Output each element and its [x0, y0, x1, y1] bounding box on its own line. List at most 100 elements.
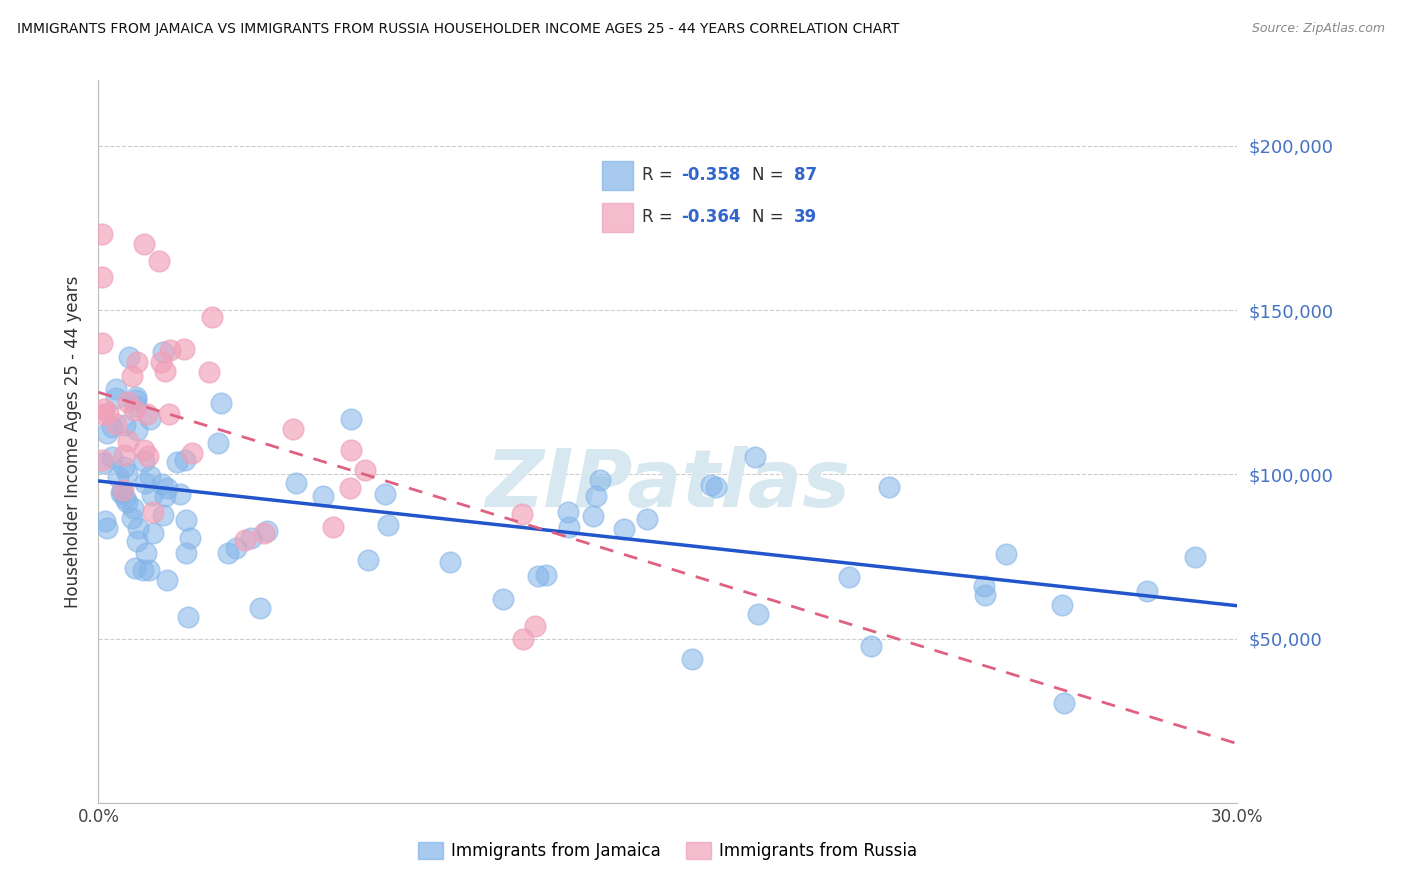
Point [377, 517, 399, 532]
Point [174, 453, 197, 467]
Point [973, 588, 995, 602]
Point [166, 455, 188, 469]
Point [233, 533, 256, 547]
Point [582, 509, 605, 524]
Point [152, 345, 174, 359]
Point [111, 483, 134, 498]
Point [115, 467, 138, 481]
Point [558, 520, 581, 534]
Point [681, 652, 703, 666]
Point [492, 592, 515, 607]
Point [159, 343, 181, 357]
Point [105, 382, 128, 396]
Point [1136, 583, 1159, 598]
Point [706, 480, 728, 494]
Point [860, 639, 883, 653]
Point [613, 522, 636, 536]
Point [105, 391, 128, 405]
Point [96, 426, 118, 441]
Point [125, 423, 148, 437]
Point [127, 355, 149, 369]
Point [152, 508, 174, 523]
Point [96, 406, 118, 420]
Point [96, 521, 118, 535]
Text: R =: R = [641, 209, 678, 227]
Point [122, 500, 145, 515]
Point [744, 450, 766, 464]
Text: N =: N = [752, 209, 789, 227]
Point [312, 489, 335, 503]
Point [747, 607, 769, 622]
Point [139, 412, 162, 426]
Point [181, 445, 204, 459]
Point [124, 561, 146, 575]
Point [136, 449, 159, 463]
Point [207, 436, 229, 450]
Point [141, 488, 163, 502]
Point [121, 510, 143, 524]
Point [111, 484, 134, 499]
Text: -0.364: -0.364 [682, 209, 741, 227]
Point [132, 454, 155, 468]
Point [512, 507, 534, 521]
Point [105, 417, 128, 431]
Point [524, 619, 547, 633]
Point [132, 237, 155, 252]
Point [995, 547, 1018, 561]
Point [374, 487, 396, 501]
Point [117, 434, 139, 449]
Point [110, 485, 132, 500]
Point [585, 489, 607, 503]
Point [357, 553, 380, 567]
Point [1184, 550, 1206, 565]
Point [173, 343, 195, 357]
Point [1050, 598, 1073, 612]
Point [340, 443, 363, 458]
Point [439, 555, 461, 569]
Point [240, 531, 263, 545]
Point [340, 412, 363, 426]
Point [589, 474, 612, 488]
Point [150, 477, 173, 491]
Point [534, 567, 557, 582]
Point [155, 481, 177, 495]
Bar [602, 161, 633, 190]
Point [122, 402, 145, 417]
Point [354, 462, 377, 476]
Point [112, 460, 135, 475]
Text: N =: N = [752, 166, 789, 184]
Point [93, 407, 115, 421]
Point [256, 524, 278, 539]
Point [201, 310, 224, 324]
Point [138, 563, 160, 577]
Text: 39: 39 [794, 209, 817, 227]
Point [156, 573, 179, 587]
Point [135, 546, 157, 560]
Point [91, 269, 114, 284]
Point [115, 495, 138, 509]
Point [100, 450, 122, 464]
Point [91, 456, 114, 470]
Text: ZIPatlas: ZIPatlas [485, 446, 851, 524]
Point [879, 480, 901, 494]
Point [132, 563, 155, 577]
Point [169, 487, 191, 501]
Point [148, 253, 170, 268]
Point [157, 407, 180, 421]
Point [101, 420, 124, 434]
Text: Source: ZipAtlas.com: Source: ZipAtlas.com [1251, 22, 1385, 36]
Point [149, 355, 172, 369]
Text: 87: 87 [794, 166, 817, 184]
Point [121, 368, 143, 383]
Point [512, 632, 534, 646]
Point [557, 505, 579, 519]
Point [179, 532, 201, 546]
Point [127, 533, 149, 548]
Point [973, 579, 995, 593]
Point [198, 365, 221, 379]
Point [527, 569, 550, 583]
Point [155, 489, 177, 503]
Point [253, 525, 276, 540]
Point [112, 448, 135, 462]
Point [114, 491, 136, 505]
